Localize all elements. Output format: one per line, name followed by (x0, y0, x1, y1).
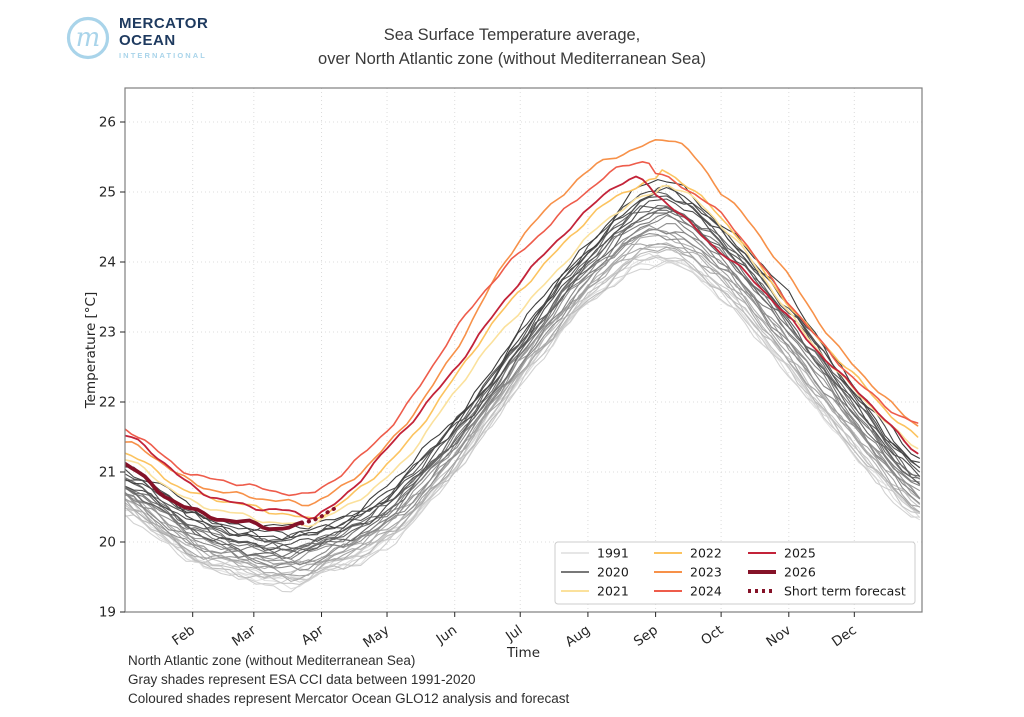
gray-year-line-2000 (125, 234, 921, 570)
x-tick-label-Aug: Aug (562, 622, 593, 650)
y-axis-label: Temperature [°C] (83, 292, 99, 410)
gray-ensemble-lines (125, 179, 921, 593)
gray-year-line-2008 (125, 214, 921, 560)
gray-year-line-2009 (125, 213, 920, 560)
gray-year-line-2015 (125, 191, 921, 542)
page-header: m MERCATOR OCEAN INTERNATIONAL Sea Surfa… (0, 0, 1024, 80)
x-tick-label-Jun: Jun (433, 622, 460, 648)
gray-year-line-2017 (125, 198, 921, 551)
series-line-2024 (125, 161, 919, 497)
gray-year-line-2006 (125, 233, 921, 571)
gray-year-line-2007 (125, 228, 921, 568)
gray-year-line-2005 (125, 223, 921, 564)
x-axis-label: Time (506, 645, 540, 661)
gray-year-line-1994 (125, 259, 920, 593)
mercator-ocean-logo: m MERCATOR OCEAN INTERNATIONAL (66, 16, 208, 60)
gray-year-line-2010 (125, 205, 921, 553)
x-tick-label-Sep: Sep (631, 622, 661, 650)
legend: 1991 2020 2021 2022 2023 2024 2025 2026 Short te… (554, 541, 916, 605)
series-line-short-term-forecast (300, 506, 337, 526)
gray-year-line-2013 (125, 209, 921, 556)
legend-label-2021: 2021 (597, 584, 629, 599)
x-tick-label-Nov: Nov (763, 622, 794, 650)
chart-title-line2: over North Atlantic zone (without Medite… (318, 49, 706, 68)
logo-wordmark: MERCATOR OCEAN INTERNATIONAL (119, 16, 208, 60)
plot-border (124, 87, 923, 613)
mercator-logo-mark-icon: m (66, 16, 110, 60)
x-tick-label-Dec: Dec (829, 622, 860, 650)
legend-label-1991: 1991 (597, 546, 629, 561)
legend-box (554, 541, 916, 605)
gray-year-line-2003 (125, 228, 921, 566)
y-tick-label-19: 19 (99, 605, 116, 621)
caption-line-gray: Gray shades represent ESA CCI data betwe… (128, 672, 476, 687)
y-axis: 19 20 21 22 23 24 25 26 (99, 115, 125, 621)
gray-year-line-1991 (125, 256, 921, 582)
y-tick-label-26: 26 (99, 115, 116, 131)
logo-monogram: m (76, 23, 101, 53)
gray-year-line-2002 (125, 243, 920, 577)
y-tick-label-21: 21 (99, 465, 116, 481)
coloured-series-lines (125, 139, 919, 532)
x-tick-label-Oct: Oct (698, 622, 726, 648)
y-tick-label-24: 24 (99, 255, 116, 271)
legend-label-2022: 2022 (690, 546, 722, 561)
series-line-2026 (125, 461, 304, 532)
y-tick-label-23: 23 (99, 325, 116, 341)
gray-year-line-1995 (125, 254, 921, 585)
caption-line-coloured: Coloured shades represent Mercator Ocean… (128, 691, 570, 706)
gray-year-line-1997 (125, 246, 921, 580)
legend-label-2025: 2025 (784, 546, 816, 561)
series-line-2023 (125, 139, 919, 507)
chart-title: Sea Surface Temperature average, over No… (0, 24, 1024, 72)
y-tick-label-25: 25 (99, 185, 116, 201)
logo-line-mercator: MERCATOR (119, 15, 209, 33)
x-tick-label-Jul: Jul (502, 622, 525, 645)
series-line-2025 (125, 175, 919, 520)
y-tick-label-20: 20 (99, 535, 116, 551)
gray-year-line-2016 (125, 195, 921, 543)
series-line-2022 (125, 169, 919, 520)
logo-line-international: INTERNATIONAL (119, 51, 207, 61)
series-line-2021 (125, 185, 919, 528)
chart-title-line1: Sea Surface Temperature average, (383, 26, 641, 44)
gray-year-line-2001 (125, 246, 921, 582)
x-tick-label-May: May (360, 622, 392, 651)
gray-year-line-1998 (125, 249, 921, 580)
y-tick-label-22: 22 (99, 395, 116, 411)
caption-line-zone: North Atlantic zone (without Mediterrane… (128, 653, 416, 668)
legend-label-short-term-forecast: Short term forecast (784, 584, 906, 599)
logo-line-ocean: OCEAN (119, 32, 176, 50)
x-tick-label-Apr: Apr (299, 622, 328, 649)
chart-caption: North Atlantic zone (without Mediterrane… (128, 651, 569, 708)
legend-label-2020: 2020 (597, 565, 629, 580)
gray-year-line-2020 (125, 179, 921, 531)
x-tick-label-Mar: Mar (229, 622, 259, 650)
legend-label-2023: 2023 (690, 565, 722, 580)
legend-label-2024: 2024 (690, 584, 722, 599)
x-tick-label-Feb: Feb (169, 622, 198, 649)
legend-label-2026: 2026 (784, 565, 816, 580)
